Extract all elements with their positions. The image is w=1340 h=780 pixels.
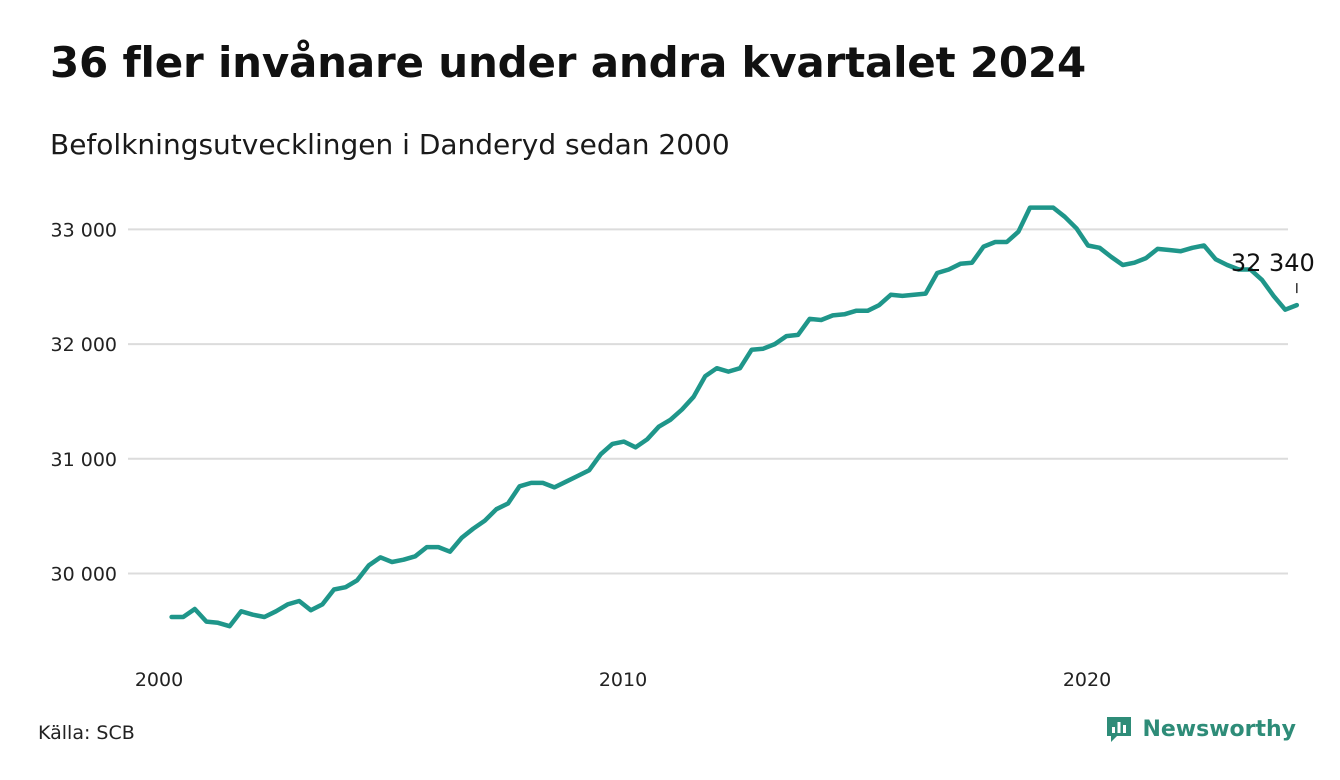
source-note: Källa: SCB xyxy=(38,722,135,744)
series-layer xyxy=(169,205,1300,629)
brand-name: Newsworthy xyxy=(1142,716,1296,742)
series-line xyxy=(169,205,1300,629)
y-axis-ticks: 30 000 31 000 32 000 33 000 xyxy=(51,219,117,585)
chart-title: 36 fler invånare under andra kvartalet 2… xyxy=(50,38,1086,87)
x-tick-label: 2010 xyxy=(599,669,647,691)
x-tick-label: 2000 xyxy=(135,669,183,691)
y-tick-label: 31 000 xyxy=(51,449,117,471)
grid-lines xyxy=(128,228,1288,575)
annotation-layer: 32 340 xyxy=(1231,249,1315,294)
x-tick-label: 2020 xyxy=(1063,669,1111,691)
bar-chart-speech-icon xyxy=(1107,717,1132,742)
y-tick-label: 33 000 xyxy=(51,219,117,241)
brand-logo[interactable]: Newsworthy xyxy=(1104,714,1296,744)
y-tick-label: 30 000 xyxy=(51,563,117,585)
chart-subtitle: Befolkningsutvecklingen i Danderyd sedan… xyxy=(50,128,730,161)
end-value-label: 32 340 xyxy=(1231,249,1315,277)
y-tick-label: 32 000 xyxy=(51,334,117,356)
x-axis-ticks: 2000 2010 2020 xyxy=(135,669,1111,691)
